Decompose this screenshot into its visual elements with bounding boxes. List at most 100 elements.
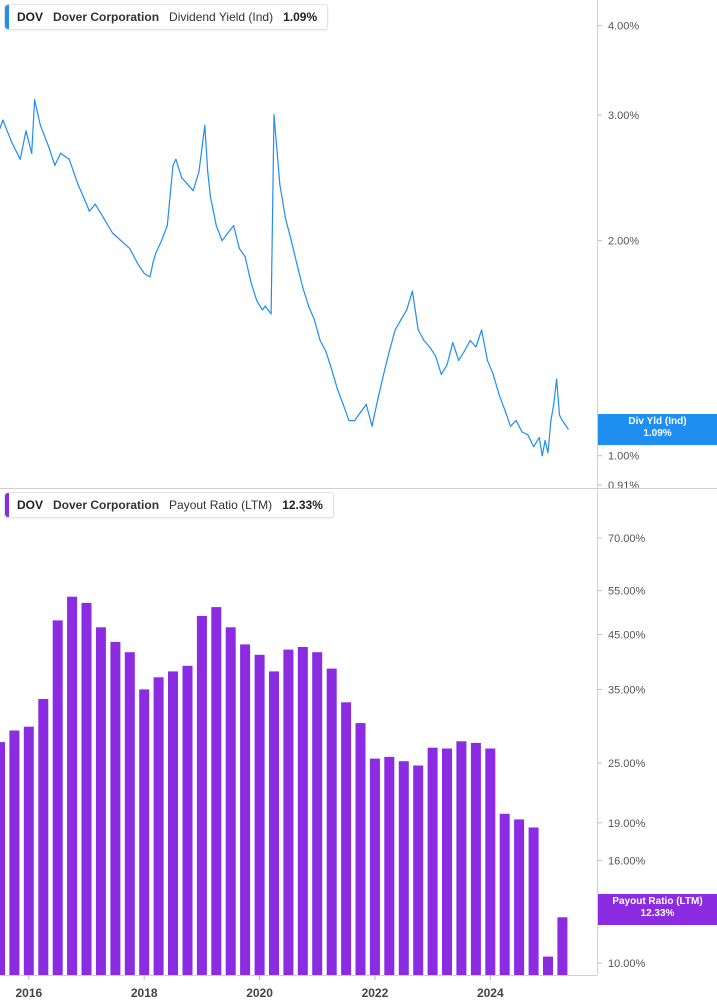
- payout-ratio-y-tick-label: 19.00%: [608, 818, 646, 830]
- payout-ratio-bar: [23, 726, 34, 975]
- dividend-yield-point: [544, 440, 546, 442]
- dividend-yield-point: [256, 299, 258, 301]
- dividend-yield-y-tick-label: 2.00%: [608, 236, 639, 248]
- payout-ratio-flag: Payout Ratio (LTM) 12.33%: [598, 894, 717, 925]
- payout-ratio-y-tick-label: 10.00%: [608, 958, 646, 970]
- payout-ratio-y-tick-label: 16.00%: [608, 855, 646, 867]
- payout-ratio-bar: [67, 596, 78, 975]
- dividend-yield-point: [207, 170, 209, 173]
- x-tick-label: 2024: [477, 986, 504, 1000]
- dividend-yield-point: [111, 232, 114, 234]
- dividend-yield-point: [532, 445, 535, 448]
- dividend-yield-point: [238, 247, 240, 250]
- dividend-yield-point: [452, 342, 454, 344]
- dividend-yield-point: [567, 428, 569, 430]
- payout-ratio-flag-label: Payout Ratio (LTM): [612, 896, 703, 907]
- dividend-yield-point: [221, 240, 223, 242]
- dividend-yield-point: [296, 264, 298, 266]
- dividend-yield-point: [434, 355, 437, 357]
- x-tick-label: 2018: [131, 986, 158, 1000]
- payout-ratio-bar: [485, 748, 496, 975]
- dividend-yield-y-tick-label: 3.00%: [608, 110, 639, 122]
- dividend-yield-point: [83, 196, 85, 198]
- dividend-yield-point: [279, 183, 281, 185]
- dividend-yield-point: [152, 262, 154, 264]
- dividend-yield-point: [411, 290, 414, 292]
- payout-ratio-bar: [211, 607, 222, 975]
- dividend-yield-point: [377, 398, 379, 400]
- dividend-yield-point: [331, 369, 333, 371]
- dividend-yield-point: [250, 281, 252, 283]
- x-tick-label: 2020: [246, 986, 273, 1000]
- dividend-yield-point: [244, 256, 246, 258]
- dividend-yield-point: [400, 319, 402, 321]
- dividend-yield-point: [538, 437, 540, 439]
- payout-ratio-bar: [470, 742, 481, 975]
- dividend-yield-point: [129, 247, 131, 250]
- payout-ratio-legend: DOV Dover Corporation Payout Ratio (LTM)…: [4, 492, 334, 518]
- payout-ratio-bar: [442, 748, 452, 975]
- dividend-yield-point: [77, 183, 79, 185]
- payout-ratio-bar: [283, 649, 294, 975]
- payout-ratio-y-tick-label: 25.00%: [608, 758, 646, 770]
- dividend-yield-point: [382, 373, 385, 375]
- x-axis: 2016 2018 2020 2022 2024: [0, 975, 597, 1000]
- dividend-yield-point: [325, 350, 327, 352]
- dividend-yield-point: [10, 141, 13, 143]
- payout-ratio-flag-value: 12.33%: [640, 908, 675, 919]
- dividend-yield-point: [388, 350, 390, 352]
- x-tick-label: 2022: [362, 986, 389, 1000]
- dividend-yield-point: [166, 224, 168, 227]
- dividend-yield-point: [561, 419, 563, 422]
- dividend-yield-line: [0, 99, 569, 457]
- payout-ratio-bar: [398, 761, 409, 975]
- dividend-yield-point: [446, 364, 448, 366]
- dividend-yield-point: [261, 309, 264, 311]
- dividend-yield-point: [302, 286, 304, 289]
- dividend-yield-point: [348, 419, 350, 422]
- dividend-yield-point: [149, 276, 151, 278]
- payout-ratio-bar: [384, 756, 395, 975]
- dividend-yield-flag-value: 1.09%: [643, 428, 672, 439]
- payout-ratio-bar: [543, 956, 553, 975]
- dividend-yield-point: [319, 339, 321, 342]
- payout-ratio-legend-ticker: DOV: [17, 498, 44, 512]
- dividend-yield-point: [481, 329, 483, 331]
- payout-ratio-bar: [499, 813, 510, 975]
- dividend-yield-point: [284, 217, 287, 219]
- dividend-yield-point: [143, 272, 145, 274]
- dividend-yield-point: [521, 431, 523, 433]
- payout-ratio-bar: [427, 747, 438, 975]
- dividend-yield-point: [515, 419, 517, 422]
- dividend-yield-point: [88, 210, 91, 212]
- dividend-yield-legend-ticker: DOV: [17, 10, 44, 24]
- dividend-yield-point: [313, 319, 315, 321]
- dividend-yield-point: [31, 152, 33, 154]
- dividend-yield-point: [469, 339, 471, 342]
- dividend-yield-point: [54, 164, 56, 166]
- payout-ratio-bar: [95, 627, 106, 975]
- dividend-yield-point: [120, 240, 122, 242]
- payout-ratio-bar: [557, 917, 568, 975]
- dividend-yield-point: [273, 114, 275, 116]
- dividend-yield-point: [34, 99, 36, 101]
- payout-ratio-bar: [81, 602, 92, 975]
- dividend-yield-point: [175, 158, 177, 160]
- payout-ratio-bar: [269, 671, 279, 975]
- dividend-yield-point: [556, 378, 558, 380]
- payout-ratio-bar: [9, 730, 20, 975]
- dividend-yield-point: [354, 419, 356, 422]
- dividend-yield-point: [475, 346, 477, 348]
- dividend-yield-point: [541, 455, 543, 457]
- payout-ratio-bar: [0, 742, 5, 975]
- payout-ratio-y-tick-label: 70.00%: [608, 533, 646, 545]
- dividend-yield-point: [336, 388, 339, 390]
- dividend-yield-point: [137, 264, 140, 266]
- payout-ratio-bar: [514, 819, 525, 975]
- dividend-yield-legend: DOV Dover Corporation Dividend Yield (In…: [4, 4, 329, 30]
- dividend-yield-point: [371, 425, 373, 427]
- dividend-yield-flag-label: Div Yld (Ind): [628, 416, 687, 427]
- dividend-yield-point: [486, 359, 489, 361]
- dividend-yield-flag: Div Yld (Ind) 1.09%: [598, 414, 717, 445]
